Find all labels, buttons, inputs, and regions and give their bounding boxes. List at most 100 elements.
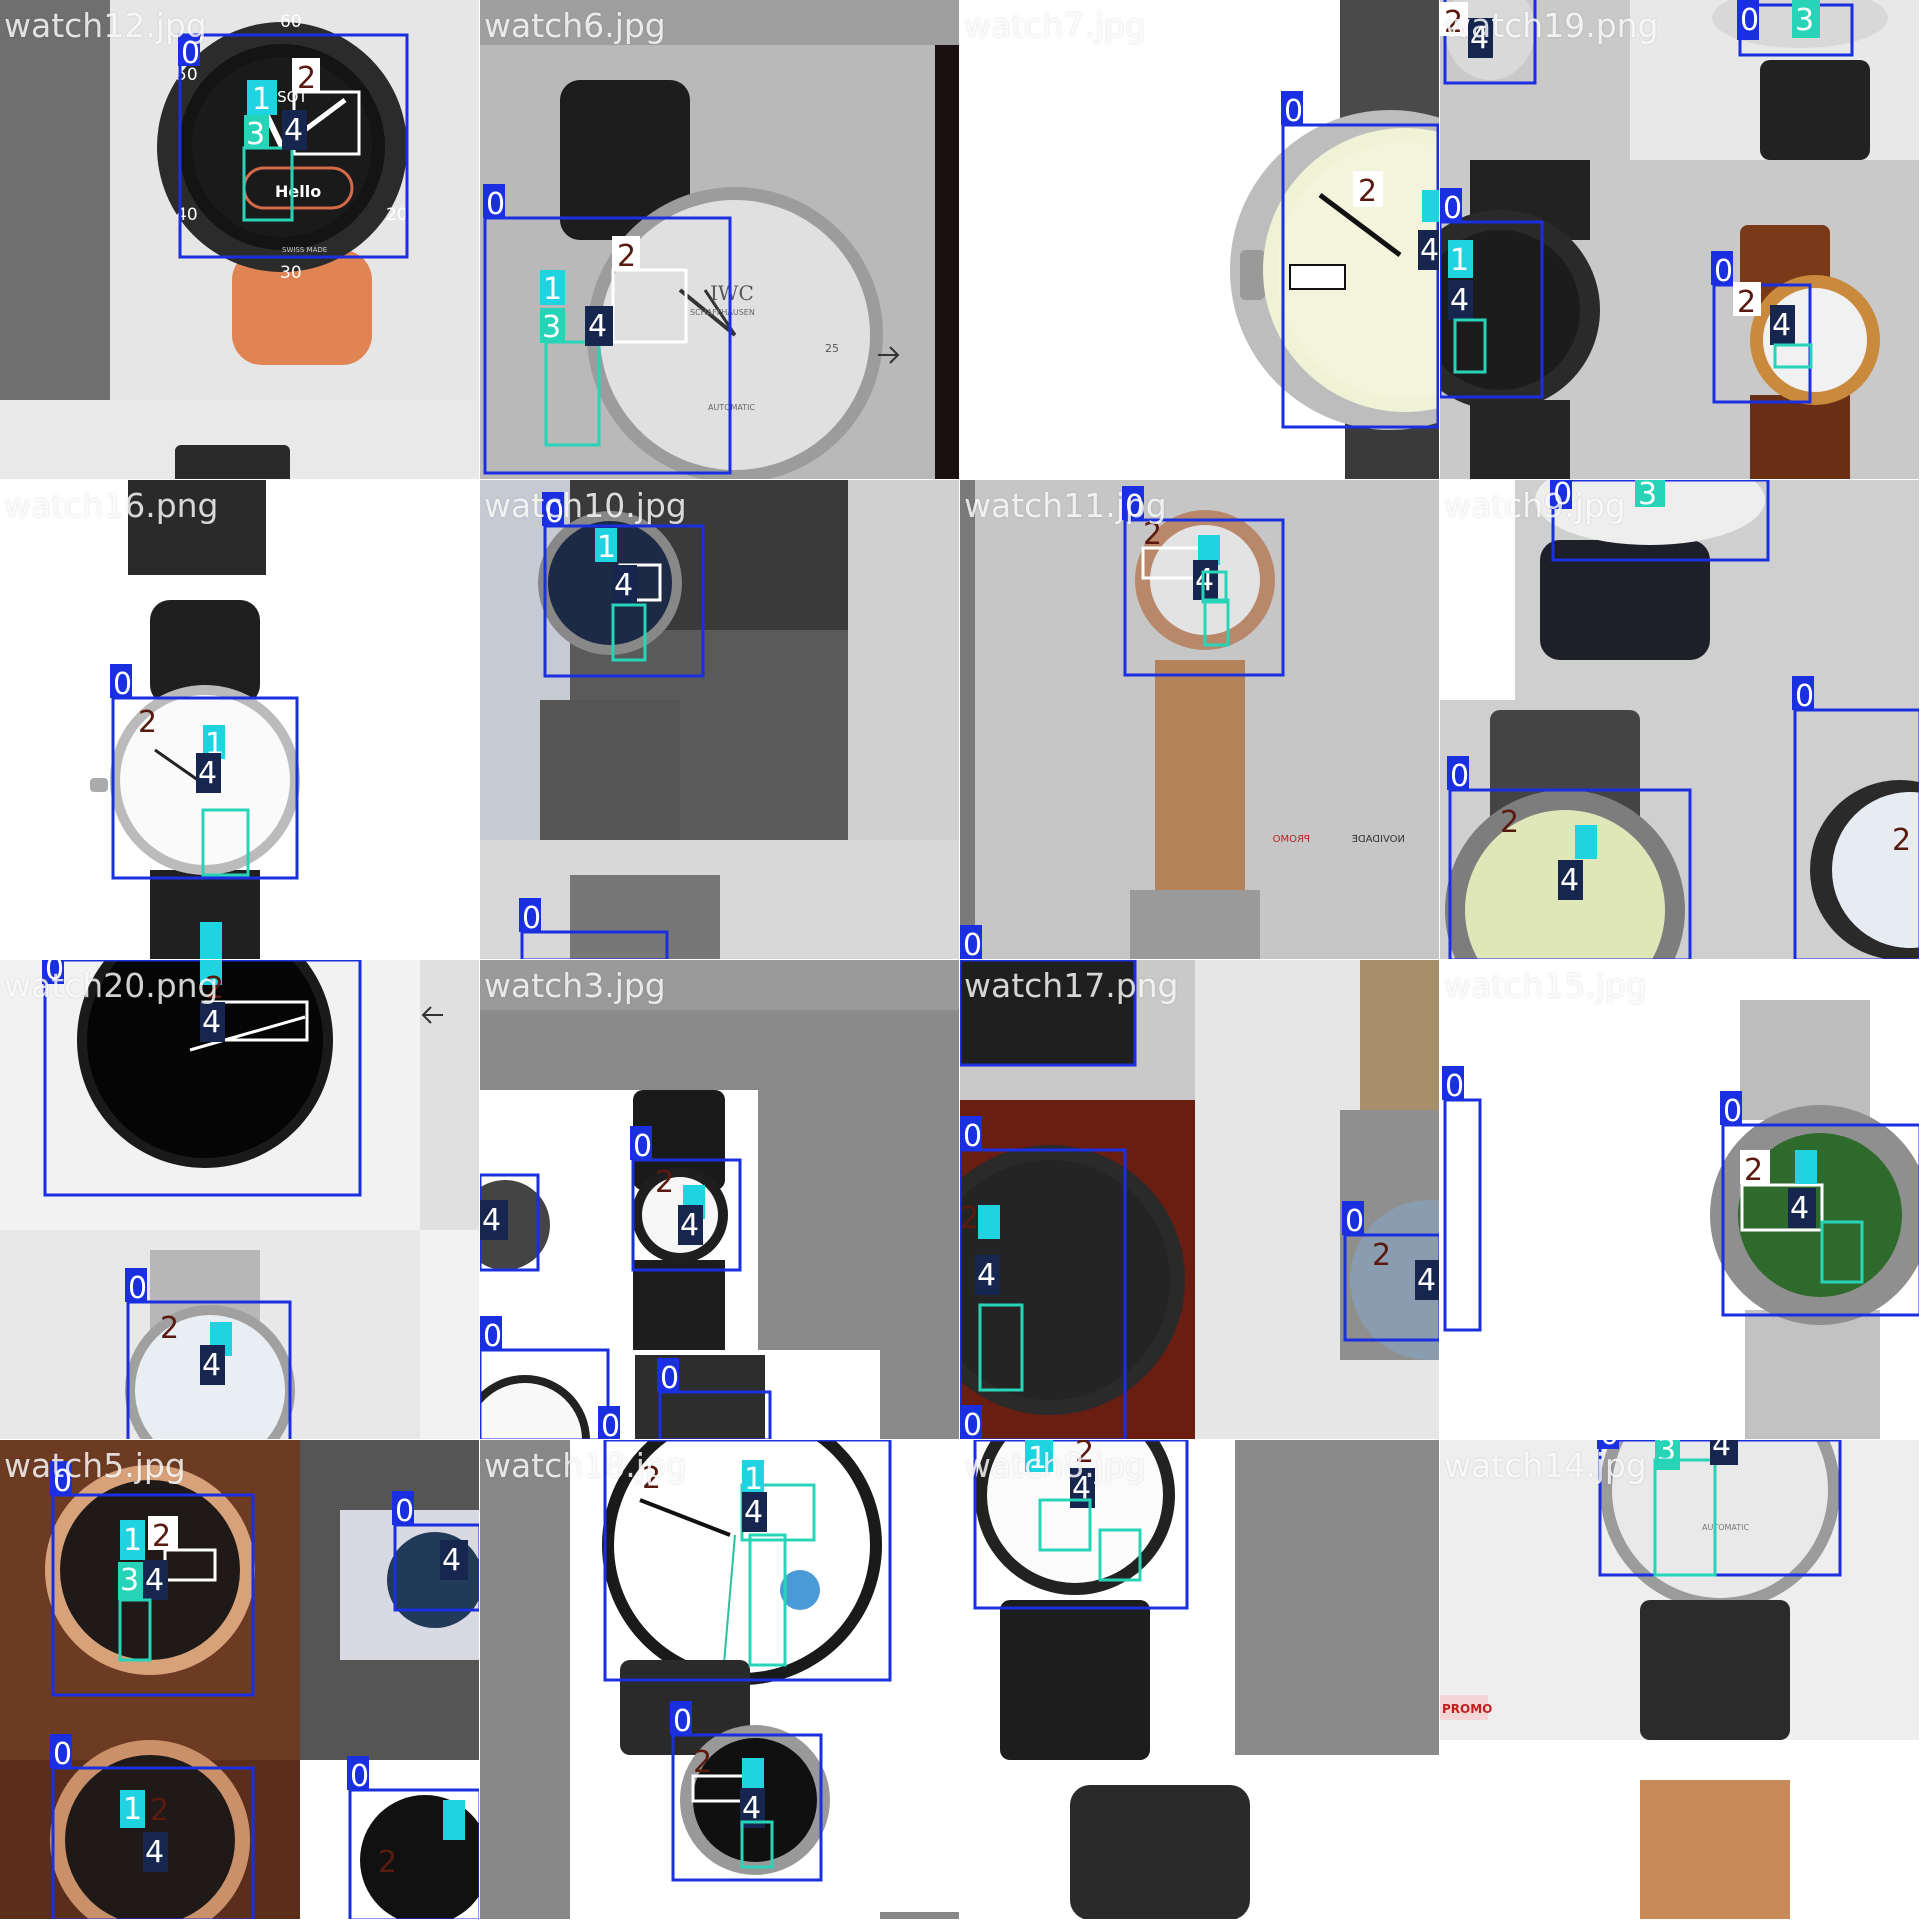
tile-filename: watch14.jpg xyxy=(1444,1446,1647,1485)
iwc-auto-text: AUTOMATIC xyxy=(708,403,756,412)
label-class-2: 2 xyxy=(1737,285,1756,320)
label-class-1: 1 xyxy=(1028,1441,1047,1476)
label-class-0: 0 xyxy=(673,1704,692,1739)
tissot-hello-text: Hello xyxy=(275,182,321,201)
tile-watch3: 0 2 4 4 0 0 0 watch3.jpg xyxy=(480,960,960,1440)
tile-watch16: 0 2 1 4 watch16.png xyxy=(0,480,480,960)
bbox-class-0 xyxy=(178,33,409,259)
label-class-1: 1 xyxy=(543,272,562,307)
label-class-2: 2 xyxy=(960,1201,979,1236)
tile-watch11: PROMO NOVIDADE 0 2 4 0 watch11.jpg xyxy=(960,480,1440,960)
label-class-4: 4 xyxy=(145,1563,164,1598)
label-class-3: 3 xyxy=(1657,1440,1676,1468)
label-class-0: 0 xyxy=(1450,759,1469,794)
label-class-2: 2 xyxy=(152,1519,171,1554)
label-class-0: 0 xyxy=(45,960,64,987)
iwc-sub-text: SCHAFFHAUSEN xyxy=(690,308,755,317)
label-class-0: 0 xyxy=(1445,1069,1464,1104)
bbox-class-0 xyxy=(671,1733,823,1882)
iwc-date-text: 25 xyxy=(825,342,839,355)
tile-filename: watch17.png xyxy=(964,966,1179,1005)
tile-filename: watch16.png xyxy=(4,486,219,525)
label-class-4: 4 xyxy=(202,1005,221,1040)
label-class-2: 2 xyxy=(617,239,636,274)
label-class-4: 4 xyxy=(1420,233,1439,268)
tile-watch6: IWC SCHAFFHAUSEN AUTOMATIC 25 0 2 1 3 4 … xyxy=(480,0,960,480)
tissot-swiss-text: SWISS MADE xyxy=(282,246,327,254)
promo-text: PROMO xyxy=(1273,834,1310,845)
tile-watch12: TISSOT Hello SWISS MADE 60 30 50 40 20 0… xyxy=(0,0,480,480)
label-class-2: 2 xyxy=(297,61,316,96)
label-class-2: 2 xyxy=(693,1745,712,1780)
label-class-4: 4 xyxy=(1790,1191,1809,1226)
tile-filename: watch11.jpg xyxy=(964,486,1167,525)
label-class-4: 4 xyxy=(742,1791,761,1826)
label-class-2: 2 xyxy=(1075,1440,1094,1470)
label-class-4: 4 xyxy=(1450,283,1469,318)
bbox-class-0 xyxy=(1448,788,1692,959)
label-class-0: 0 xyxy=(486,187,505,222)
label-class-4: 4 xyxy=(284,113,303,148)
label-class-4: 4 xyxy=(744,1495,763,1530)
tile-watch8: 1 2 4 watch8.jpg xyxy=(960,1440,1440,1920)
watch18-scene: 2 1 4 0 2 4 xyxy=(480,1440,959,1919)
tile-watch20: 0 2 4 0 2 4 watch20.png xyxy=(0,960,480,1440)
label-class-0: 0 xyxy=(181,36,200,71)
watch20-scene: 0 2 4 0 2 4 xyxy=(0,960,479,1439)
label-class-0: 0 xyxy=(1795,679,1814,714)
label-class-0: 0 xyxy=(128,1271,147,1306)
label-class-4: 4 xyxy=(1470,21,1489,56)
bbox-class-0 xyxy=(960,1148,1127,1439)
label-class-4: 4 xyxy=(198,756,217,791)
label-class-4: 4 xyxy=(1417,1263,1436,1298)
bbox-class-0 xyxy=(1721,1123,1919,1317)
watch11-scene: PROMO NOVIDADE 0 2 4 0 xyxy=(960,480,1405,959)
bbox-class-0 xyxy=(51,1766,255,1919)
label-class-4: 4 xyxy=(680,1208,699,1243)
label-class-0: 0 xyxy=(113,667,132,702)
label-class-0: 0 xyxy=(660,1361,679,1396)
label-class-2: 2 xyxy=(205,971,224,1006)
tile-filename: watch3.jpg xyxy=(484,966,666,1005)
tile-watch10: 0 1 4 0 watch10.jpg xyxy=(480,480,960,960)
label-class-4: 4 xyxy=(977,1258,996,1293)
label-class-0: 0 xyxy=(53,1464,72,1499)
label-class-0: 0 xyxy=(1723,1094,1742,1129)
label-class-4: 4 xyxy=(202,1348,221,1383)
watch5-scene: 0 1 2 3 4 0 4 0 1 2 4 0 xyxy=(0,1440,479,1919)
label-class-0: 0 xyxy=(483,1319,502,1354)
tile-watch19: 2 4 0 3 0 1 4 0 2 4 watch19.png xyxy=(1440,0,1920,480)
bbox-class-0 xyxy=(126,1300,292,1439)
bbox-class-0 xyxy=(480,1348,610,1439)
tile-filename: watch7.jpg xyxy=(964,6,1146,45)
watch10-scene: 0 1 4 0 xyxy=(480,480,959,959)
label-class-4: 4 xyxy=(442,1543,461,1578)
label-class-4: 4 xyxy=(1772,308,1791,343)
bbox-class-0 xyxy=(631,1158,742,1272)
label-class-2: 2 xyxy=(160,1311,179,1346)
watch16-scene: 0 2 1 4 xyxy=(90,480,300,959)
label-class-3: 3 xyxy=(246,117,265,152)
label-class-0: 0 xyxy=(1345,1204,1364,1239)
label-class-3: 3 xyxy=(1795,3,1814,38)
label-class-0: 0 xyxy=(1553,480,1572,512)
label-class-2: 2 xyxy=(1744,1153,1763,1188)
label-class-2: 2 xyxy=(642,1461,661,1496)
tile-filename: watch8.jpg xyxy=(964,1446,1146,1485)
label-class-4: 4 xyxy=(1560,863,1579,898)
label-class-0: 0 xyxy=(1284,94,1303,129)
label-class-4: 4 xyxy=(145,1835,164,1870)
label-class-4: 4 xyxy=(1712,1440,1731,1463)
label-class-2: 2 xyxy=(150,1793,169,1828)
label-class-0: 0 xyxy=(350,1759,369,1794)
tile-filename: watch15.jpg xyxy=(1444,966,1647,1005)
label-class-0: 0 xyxy=(963,1119,982,1154)
label-class-2: 2 xyxy=(1500,805,1519,840)
tile-filename: watch6.jpg xyxy=(484,6,666,45)
label-class-1: 1 xyxy=(1450,243,1469,278)
bezel-30-text: 30 xyxy=(280,263,302,283)
label-class-4: 4 xyxy=(482,1203,501,1238)
label-class-1: 1 xyxy=(252,82,271,117)
bbox-class-0 xyxy=(1281,123,1439,429)
